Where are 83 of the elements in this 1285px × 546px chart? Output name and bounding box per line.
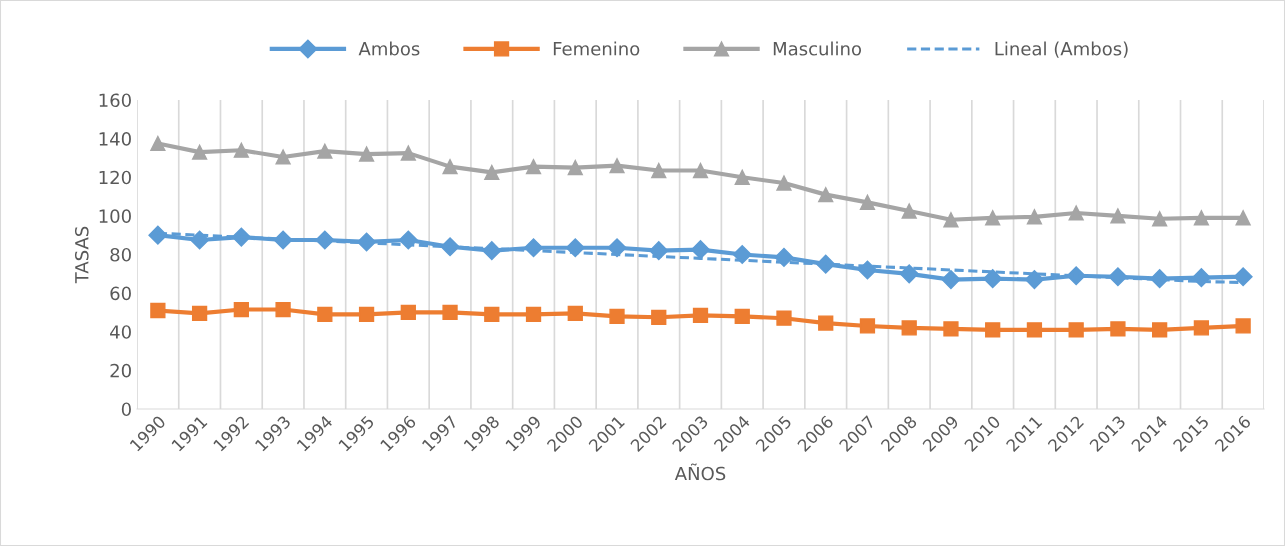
- point: [525, 158, 542, 175]
- point: [525, 306, 542, 323]
- point: [1235, 318, 1251, 334]
- point: [317, 306, 333, 323]
- point: [233, 301, 249, 318]
- point: [651, 309, 667, 325]
- point: [1068, 205, 1084, 221]
- point: [150, 302, 166, 319]
- point: [818, 315, 834, 331]
- point: [776, 310, 792, 326]
- point: [899, 264, 919, 284]
- point: [941, 270, 961, 290]
- point: [734, 308, 750, 324]
- point: [1152, 322, 1168, 338]
- point: [1235, 210, 1251, 226]
- point: [400, 304, 416, 321]
- point: [859, 194, 876, 210]
- y-tick-label: 60: [110, 286, 131, 301]
- point: [233, 142, 249, 158]
- y-tick-label: 80: [110, 247, 131, 262]
- point: [1026, 322, 1043, 338]
- y-tick-label: 0: [121, 402, 131, 417]
- point: [191, 305, 208, 322]
- x-axis-title: AÑOS: [674, 463, 726, 481]
- y-tick-label: 140: [99, 132, 131, 146]
- point: [901, 320, 917, 336]
- legend-label: Masculino: [773, 41, 862, 56]
- point: [484, 164, 500, 181]
- point: [524, 238, 544, 258]
- y-tick-label: 20: [110, 363, 131, 378]
- point: [1233, 267, 1253, 287]
- point: [567, 159, 583, 176]
- point: [609, 308, 625, 324]
- y-axis-title: TASAS: [74, 226, 89, 284]
- point: [776, 175, 792, 191]
- point: [943, 321, 959, 337]
- point: [275, 149, 291, 165]
- point: [1193, 210, 1210, 226]
- point: [1152, 211, 1168, 227]
- point: [567, 305, 583, 322]
- legend-label: Ambos: [358, 41, 420, 56]
- point: [358, 146, 375, 162]
- point: [317, 143, 333, 159]
- y-tick-label: 40: [110, 325, 131, 339]
- point: [649, 241, 669, 261]
- point: [734, 169, 750, 185]
- point: [607, 238, 627, 258]
- point: [191, 144, 208, 160]
- point: [1068, 322, 1084, 338]
- point: [150, 135, 166, 152]
- point: [651, 162, 667, 179]
- point: [983, 269, 1003, 289]
- y-tick-label: 100: [99, 209, 131, 223]
- point: [732, 244, 752, 265]
- point: [692, 307, 709, 323]
- point: [1193, 320, 1210, 336]
- point: [1024, 270, 1044, 290]
- point: [358, 306, 375, 323]
- point: [985, 210, 1001, 226]
- point: [609, 158, 625, 174]
- legend-label: Lineal (Ambos): [995, 41, 1128, 58]
- point: [442, 158, 458, 175]
- point: [857, 260, 877, 280]
- point: [690, 240, 711, 260]
- point: [1026, 209, 1043, 225]
- point: [190, 230, 210, 250]
- point: [1110, 321, 1126, 337]
- y-tick-label: 120: [99, 170, 131, 185]
- point: [818, 186, 834, 203]
- point: [692, 162, 709, 179]
- legend-label: Femenino: [553, 41, 640, 56]
- point: [275, 301, 291, 318]
- point: [442, 304, 458, 321]
- point: [943, 212, 959, 228]
- y-tick-label: 160: [99, 93, 131, 108]
- point: [774, 247, 794, 267]
- point: [398, 230, 418, 250]
- point: [859, 318, 876, 334]
- point: [985, 322, 1001, 338]
- point: [400, 145, 416, 161]
- point: [1110, 208, 1126, 224]
- point: [901, 203, 917, 219]
- point: [484, 306, 500, 323]
